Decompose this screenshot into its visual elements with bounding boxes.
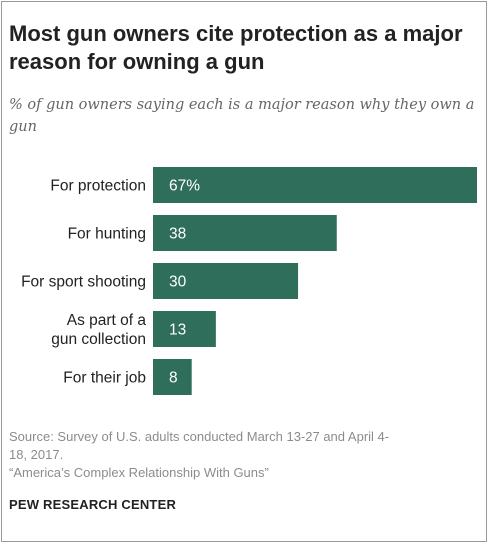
chart-subtitle: % of gun owners saying each is a major r… <box>9 97 475 135</box>
category-label-2: For sport shooting <box>21 274 146 291</box>
source-line-1: Source: Survey of U.S. adults conducted … <box>9 429 390 444</box>
category-label-1: For hunting <box>68 226 146 243</box>
value-label-0: 67% <box>169 178 200 195</box>
source-line-3: “America’s Complex Relationship With Gun… <box>9 465 269 480</box>
bar-4 <box>153 359 192 395</box>
category-label-0: For protection <box>50 178 146 195</box>
value-label-4: 8 <box>169 370 178 387</box>
category-label-3-line-0: As part of a <box>67 312 147 329</box>
bar-0 <box>153 167 477 203</box>
value-label-2: 30 <box>169 274 187 291</box>
bar-2 <box>153 263 299 299</box>
value-label-3: 13 <box>169 322 186 339</box>
source-note: Source: Survey of U.S. adults conducted … <box>9 428 484 482</box>
category-label-4: For their job <box>63 370 146 387</box>
bar-3 <box>153 311 216 347</box>
source-line-2: 18, 2017. <box>9 447 64 462</box>
pew-logo: PEW RESEARCH CENTER <box>9 497 177 512</box>
chart-title: Most gun owners cite protection as a maj… <box>9 21 463 74</box>
bars-layer: 67% For protection 38 For hunting 30 For spor… <box>21 167 477 395</box>
value-label-1: 38 <box>169 226 186 243</box>
category-label-3-line-1: gun collection <box>51 331 146 348</box>
bar-1 <box>153 215 337 251</box>
